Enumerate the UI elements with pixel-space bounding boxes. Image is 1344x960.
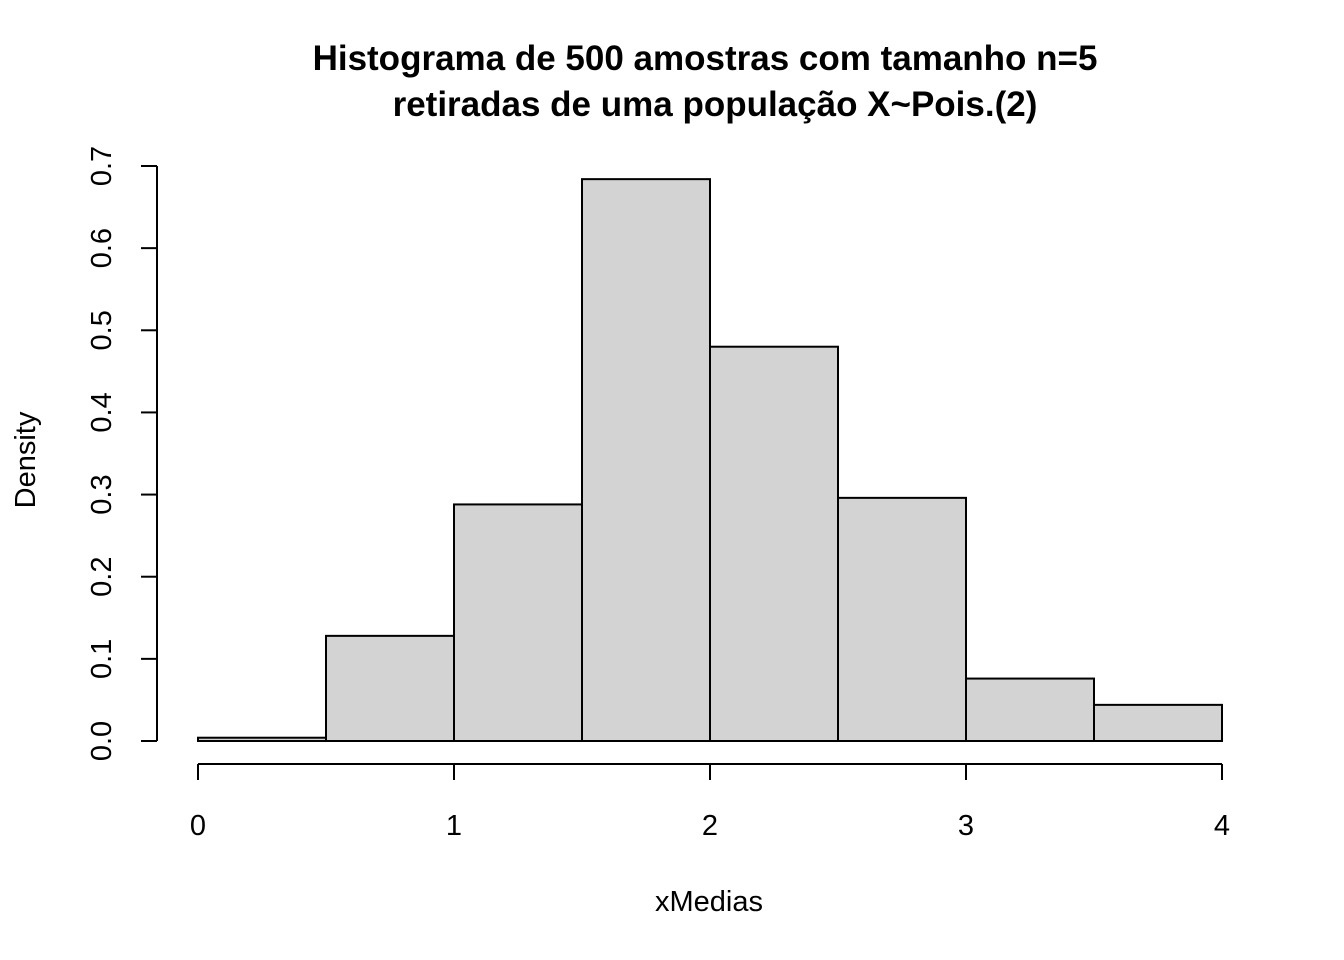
x-tick-label-0: 0 [190,810,206,842]
x-tick-label-4: 4 [1214,810,1230,842]
histogram-bars [197,178,1223,743]
histogram-bar-6 [965,677,1095,742]
y-tick-label-7: 0.7 [86,146,118,186]
x-tick-label-3: 3 [958,810,974,842]
y-tick-label-6: 0.6 [86,228,118,268]
chart-title-line-2: retiradas de uma população X~Pois.(2) [393,85,1038,124]
chart-title-line-1: Histograma de 500 amostras com tamanho n… [313,39,1098,78]
x-axis: 0 1 2 3 4 [190,763,1230,842]
y-tick-label-2: 0.2 [86,557,118,597]
x-tick-label-2: 2 [702,810,718,842]
y-tick-label-5: 0.5 [86,310,118,350]
x-axis-label: xMedias [655,886,763,918]
histogram-bar-7 [1093,703,1223,742]
histogram-bar-4 [709,345,839,742]
histogram-bar-5 [837,496,967,742]
histogram-bar-2 [453,503,583,742]
histogram-bar-0 [197,736,327,743]
x-tick-label-1: 1 [446,810,462,842]
y-tick-label-1: 0.1 [86,639,118,679]
y-tick-label-0: 0.0 [86,721,118,761]
y-axis-label: Density [10,411,42,508]
histogram-bar-3 [581,178,711,742]
y-tick-label-4: 0.4 [86,392,118,432]
histogram-bar-1 [325,634,455,742]
y-axis: 0.0 0.1 0.2 0.3 0.4 0.5 0.6 0.7 [86,146,158,761]
y-tick-label-3: 0.3 [86,474,118,514]
